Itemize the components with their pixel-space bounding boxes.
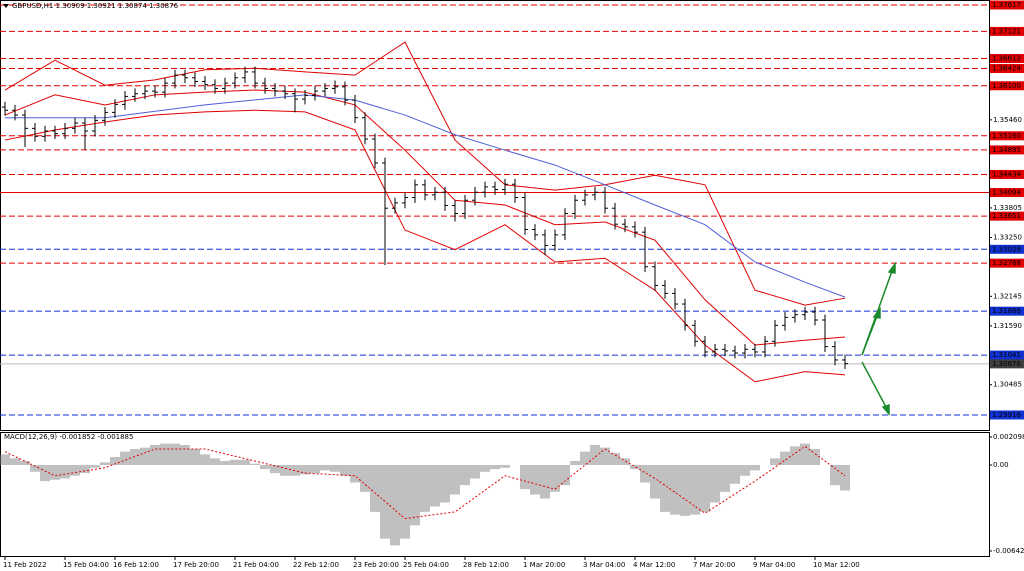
macd-panel [0,432,990,557]
macd-title: MACD(12,26,9) -0.001852 -0.001885 [4,433,133,441]
level-label: 1.31041 [992,351,1021,359]
arrow-head [887,261,896,274]
band-line [4,41,846,306]
level-label: 1.33651 [992,212,1021,220]
level-box [990,0,1024,10]
level-box [990,211,1024,221]
level-label: 1.36424 [992,65,1021,73]
arrow-up [861,270,893,356]
level-label: 1.34094 [992,189,1021,197]
level-box [990,169,1024,179]
level-label: 1.33028 [992,245,1021,253]
y-tick-label: 1.33805 [993,204,1022,212]
level-label: 1.36612 [992,55,1021,63]
macd-tick-label: -0.006421 [993,547,1024,555]
level-box [990,54,1024,64]
y-tick-label: 1.33250 [993,233,1022,241]
menu-icon [3,4,9,8]
x-tick-label: 4 Mar 12:00 [633,561,675,569]
x-tick-label: 9 Mar 04:00 [753,561,795,569]
level-label: 1.36100 [992,82,1021,90]
current-price-box [990,359,1024,369]
level-box [990,258,1024,268]
band-line [4,89,846,346]
level-label: 1.35160 [992,132,1021,140]
level-label: 1.37121 [992,27,1021,35]
current-price-label: 1.30876 [992,360,1021,368]
x-tick-label: 10 Mar 12:00 [813,561,860,569]
level-box [990,350,1024,360]
y-tick-label: 1.30485 [993,381,1022,389]
x-tick-label: 23 Feb 20:00 [353,561,399,569]
arrow-head [881,403,890,417]
level-label: 1.29916 [992,411,1021,419]
macd-tick-label: 0.002098 [993,433,1024,441]
arrow-down [861,361,887,408]
macd-tick-label: 0.00 [993,461,1009,469]
y-tick-label: 1.32145 [993,292,1022,300]
macd-signal [4,445,846,520]
x-tick-label: 22 Feb 12:00 [293,561,339,569]
level-box [990,81,1024,91]
level-box [990,64,1024,74]
x-tick-label: 7 Mar 20:00 [693,561,735,569]
band-line [5,94,846,298]
arrows [861,261,896,417]
level-box [990,244,1024,254]
x-tick-label: 28 Feb 12:00 [463,561,509,569]
level-label: 1.34434 [992,170,1021,178]
level-box [990,306,1024,316]
level-label: 1.34895 [992,146,1021,154]
level-box [990,145,1024,155]
y-tick-label: 1.35460 [993,116,1022,124]
level-box [990,188,1024,198]
x-tick-label: 3 Mar 04:00 [583,561,625,569]
level-box [990,26,1024,36]
level-label: 1.32768 [992,259,1021,267]
y-tick-label: 1.31590 [993,322,1022,330]
level-box [990,410,1024,420]
x-tick-label: 16 Feb 12:00 [113,561,159,569]
x-tick-label: 11 Feb 2022 [3,561,47,569]
level-label: 1.31866 [992,307,1021,315]
main-panel [0,0,990,431]
x-tick-label: 21 Feb 04:00 [233,561,279,569]
x-tick-label: 25 Feb 04:00 [403,561,449,569]
level-label: 1.37617 [992,1,1021,9]
x-tick-label: 1 Mar 20:00 [523,561,565,569]
chart-title: GBPUSD,H1 1.30909 1.30921 1.30874 1.3087… [12,2,179,10]
level-box [990,131,1024,141]
x-tick-label: 15 Feb 04:00 [63,561,109,569]
band-line [4,109,846,383]
x-tick-label: 17 Feb 20:00 [173,561,219,569]
